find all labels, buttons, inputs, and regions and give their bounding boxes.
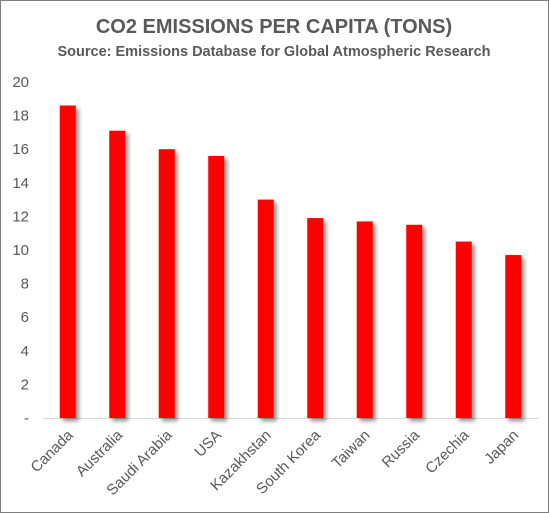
y-tick-label: 4: [21, 343, 29, 360]
y-tick-label: 20: [12, 74, 29, 91]
y-tick-label: 10: [12, 242, 29, 259]
x-tick-label: Russia: [379, 426, 424, 471]
x-tick-label: Czechia: [422, 426, 473, 477]
bar-south-korea: [307, 218, 324, 418]
bars: [59, 105, 522, 419]
bar-usa: [208, 155, 225, 419]
y-tick-label: -: [24, 410, 29, 427]
y-tick-label: 8: [21, 276, 29, 293]
bar-canada: [59, 105, 76, 419]
chart-title: CO2 EMISSIONS PER CAPITA (TONS): [96, 16, 452, 38]
bar-russia: [406, 224, 423, 418]
chart-subtitle: Source: Emissions Database for Global At…: [58, 44, 491, 60]
bar-japan: [505, 255, 522, 418]
x-tick-label: USA: [191, 427, 225, 461]
bar-czechia: [455, 241, 472, 418]
y-tick-label: 12: [12, 208, 29, 225]
y-tick-label: 18: [12, 108, 29, 125]
y-axis-ticks: - 2 4 6 8 10 12 14 16 18 20: [12, 74, 29, 427]
bar-kazakhstan: [257, 199, 274, 418]
bar-australia: [109, 130, 126, 418]
bar-taiwan: [356, 221, 373, 418]
y-tick-label: 14: [12, 175, 29, 192]
x-tick-label: Taiwan: [329, 427, 374, 472]
y-tick-label: 2: [21, 376, 29, 393]
y-tick-label: 6: [21, 309, 29, 326]
x-tick-label: Canada: [27, 426, 77, 476]
y-tick-label: 16: [12, 141, 29, 158]
x-tick-label: Japan: [481, 427, 522, 468]
bar-saudi-arabia: [158, 149, 175, 418]
